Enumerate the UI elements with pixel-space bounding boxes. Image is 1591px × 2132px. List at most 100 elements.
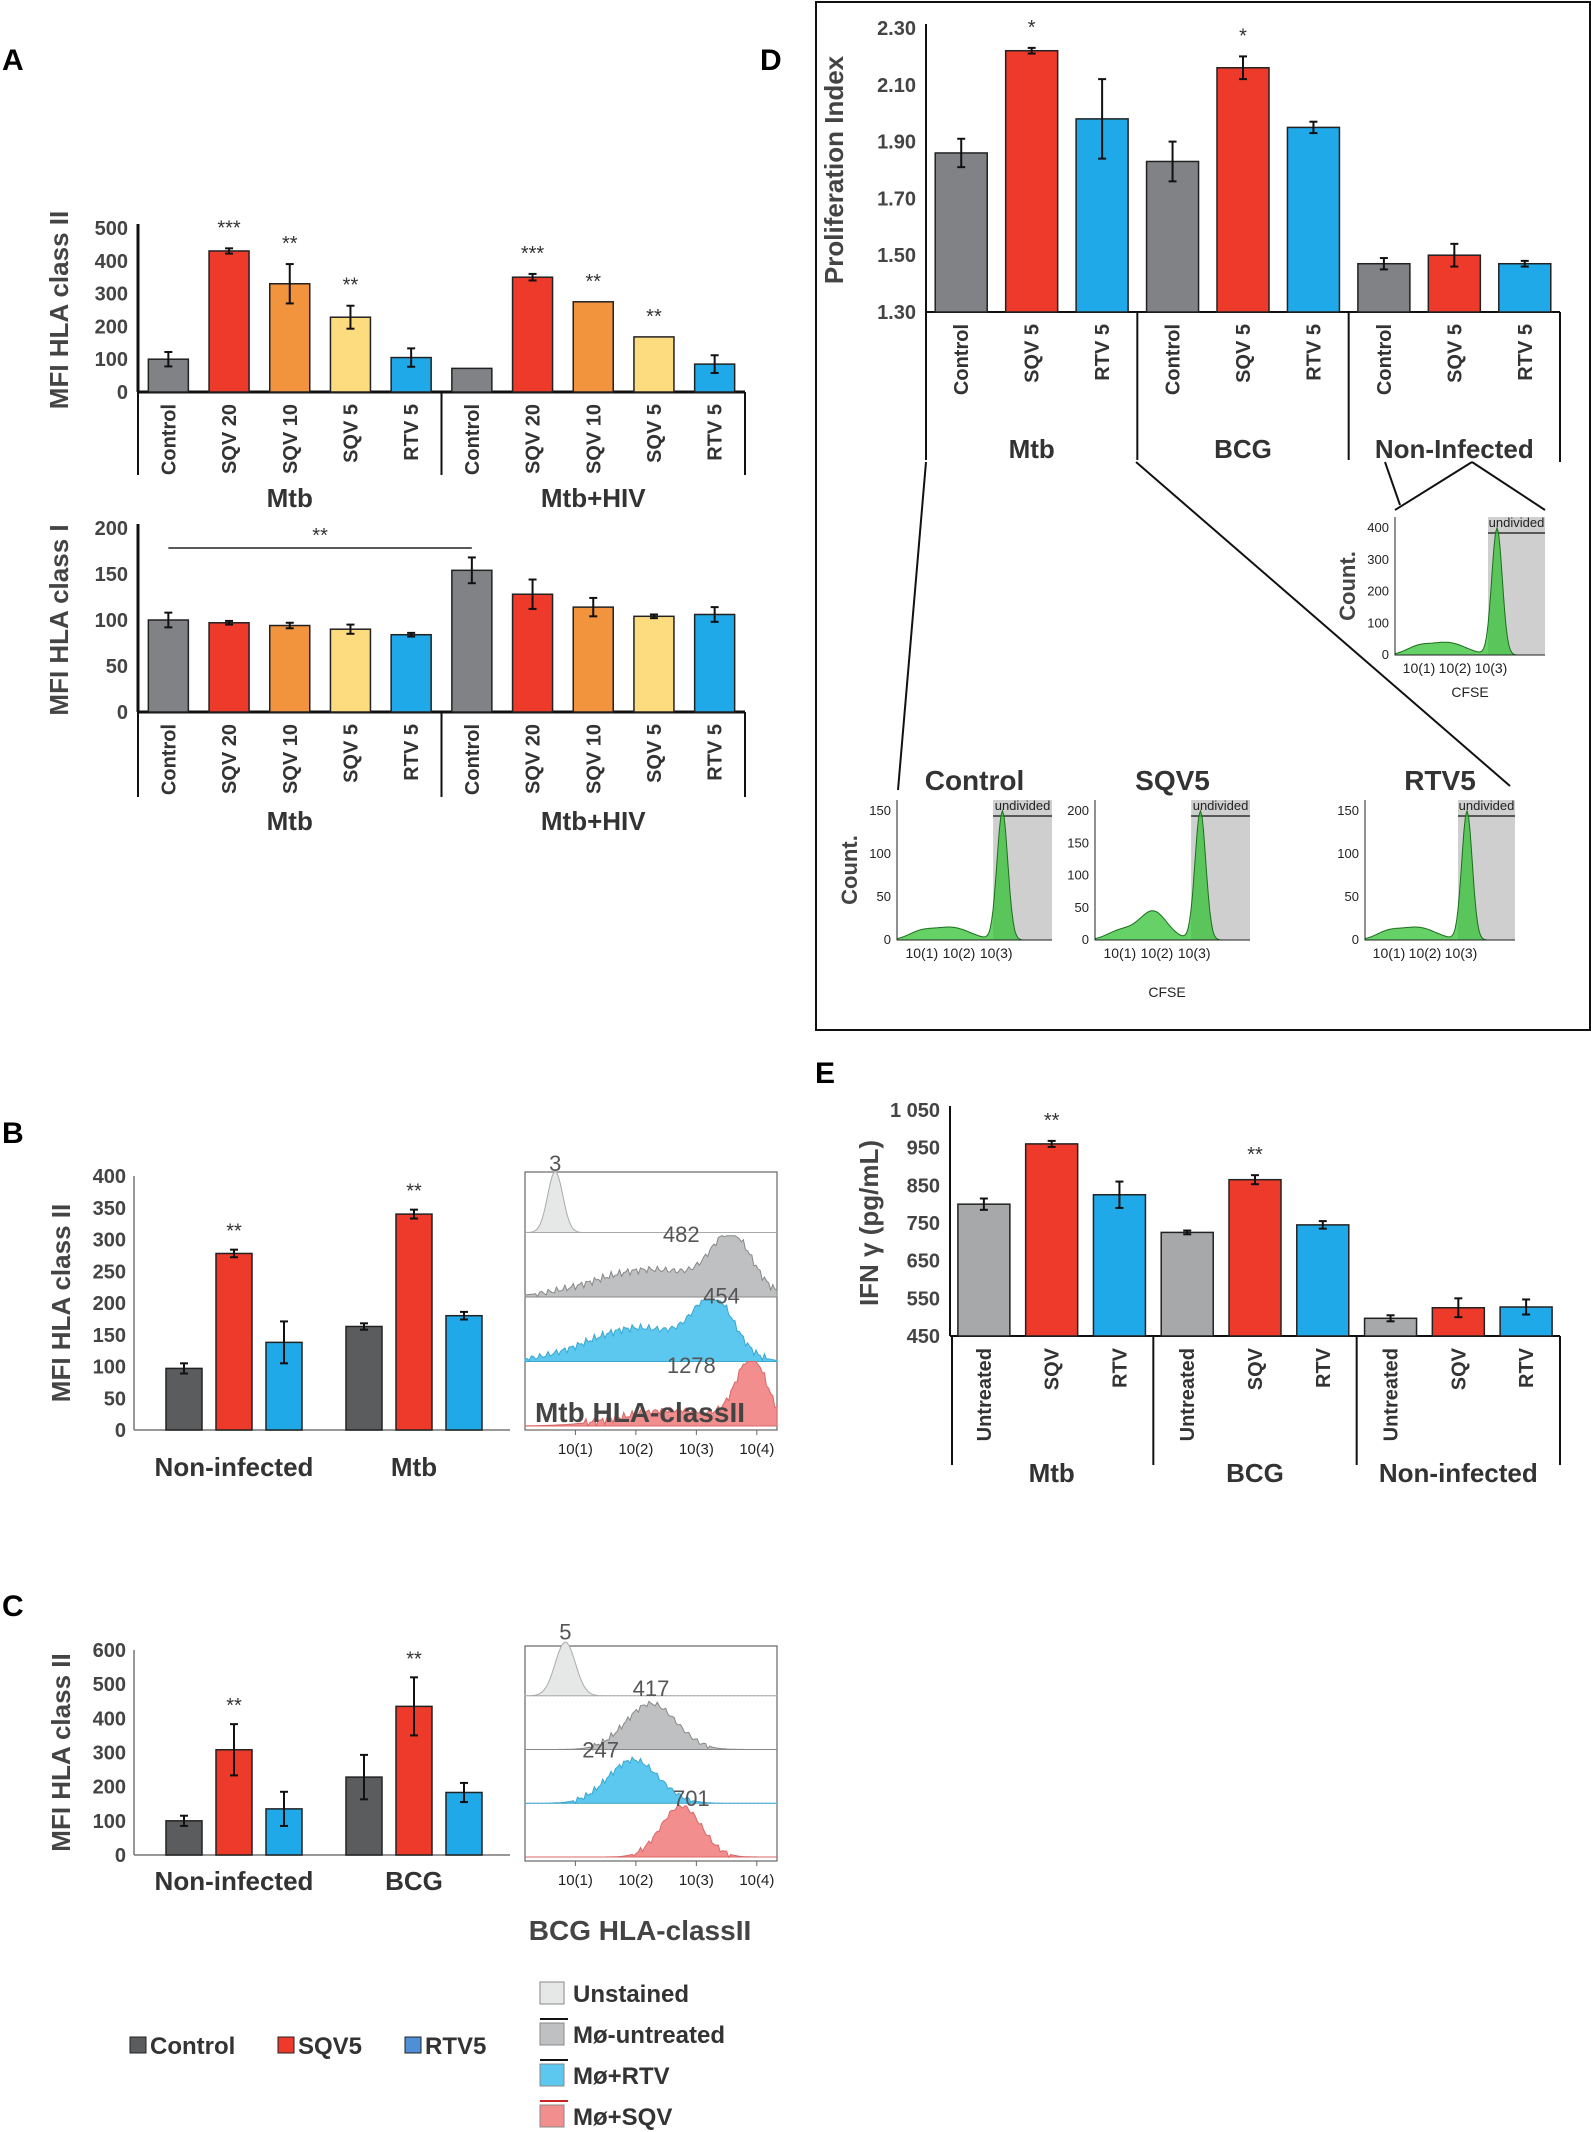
y-tick-label: 1.30 (877, 302, 916, 324)
legend-label: Control (150, 2033, 235, 2060)
group-label: Mtb+HIV (541, 483, 646, 513)
bar (633, 336, 675, 393)
category-label: SQV (1042, 1347, 1064, 1390)
legend-label: Mø-untreated (573, 2022, 725, 2049)
y-tick-label: 2.30 (877, 18, 916, 40)
x-tick-label: 10(3) (679, 1441, 714, 1458)
x-tick-label: 10(2) (1409, 945, 1442, 961)
gate-label: undivided (1489, 515, 1545, 530)
y-tick-label: 0 (117, 382, 128, 404)
y-tick-label: 50 (1345, 889, 1359, 904)
x-tick-label: 10(3) (980, 945, 1013, 961)
y-tick-label: 1.90 (877, 132, 916, 154)
connector-line (1384, 461, 1401, 506)
category-label: SQV 5 (1233, 324, 1255, 383)
category-label: SQV 20 (523, 404, 545, 474)
connector-line (1394, 461, 1473, 511)
flow-c-xlabel: BCG HLA-classII (529, 1915, 752, 1946)
legends: Control SQV5 RTV5 Unstained Mø-untreated Mø+R… (129, 1981, 725, 2131)
significance-label: ** (1247, 1144, 1263, 1166)
peak-mfi-label: 482 (663, 1222, 700, 1247)
peak-mfi-label: 454 (703, 1283, 740, 1308)
group-label: Non-infected (155, 1866, 314, 1896)
y-tick-label: 100 (869, 846, 891, 861)
bar (165, 1367, 203, 1431)
category-label: RTV 5 (705, 404, 727, 461)
category-label: SQV 5 (340, 724, 362, 783)
group-label: Mtb+HIV (541, 806, 646, 836)
chart-d: 1.30 1.50 1.70 1.90 2.10 2.30 Proliferation In… (819, 17, 1561, 791)
y-tick-label: 400 (1367, 520, 1389, 535)
category-label: SQV 20 (219, 724, 241, 794)
category-label: Control (1374, 324, 1396, 395)
bar (511, 276, 554, 393)
category-label: Untreated (1381, 1348, 1403, 1441)
y-tick-label: 300 (1367, 552, 1389, 567)
y-tick-label: 50 (877, 889, 891, 904)
y-tick-label: 100 (1067, 868, 1089, 883)
gate-label: undivided (1459, 798, 1515, 813)
bar (390, 633, 432, 713)
group-label: Mtb (1009, 434, 1055, 464)
panel-d-frame (815, 1, 1591, 1031)
bar (1286, 126, 1341, 313)
chart-e: 450 550 650 750 850 950 1 050 IFN γ (pg/mL) Untr… (854, 1100, 1561, 1488)
bar (572, 301, 614, 393)
y-tick-label: 100 (1337, 846, 1359, 861)
y-tick-label: 100 (95, 349, 128, 371)
bar (215, 1252, 253, 1431)
y-tick-label: 500 (95, 218, 128, 240)
peak-mfi-label: 5 (559, 1619, 571, 1644)
y-tick-label: 250 (93, 1261, 126, 1283)
x-tick-label: 10(2) (618, 1441, 653, 1458)
bar (451, 367, 493, 393)
bar (1004, 49, 1059, 313)
histogram-curve (524, 1756, 778, 1805)
x-tick-label: 10(3) (1445, 945, 1478, 961)
cfse-plot-title: Control (925, 765, 1025, 796)
bar (451, 569, 493, 713)
y-tick-label: 100 (1367, 615, 1389, 630)
cfse-histogram: undivided 0 100 200 300 400 10(1) 10(2) 10(3) Cou… (1335, 515, 1545, 676)
category-label: RTV 5 (1515, 324, 1537, 381)
y-tick-label: 200 (95, 518, 128, 540)
flow-histogram-b: 3 482 454 1278 10(1) 10(2) 10(3) 10(4) (524, 1151, 778, 1458)
y-tick-label: 1.50 (877, 245, 916, 267)
y-tick-label: 400 (95, 251, 128, 273)
y-tick-label: 450 (907, 1326, 940, 1348)
cfse-xlabel: CFSE (1148, 984, 1185, 1000)
category-label: SQV 5 (644, 404, 666, 463)
x-tick-label: 10(2) (1439, 660, 1472, 676)
y-axis-label: MFI HLA class II (46, 1653, 76, 1851)
histogram-curve (524, 1171, 777, 1233)
y-tick-label: 0 (1382, 647, 1389, 662)
x-tick-label: 10(1) (1373, 945, 1406, 961)
significance-label: ** (282, 233, 298, 255)
bar (633, 615, 675, 713)
legend-label: Unstained (573, 1981, 689, 2008)
y-tick-label: 550 (907, 1288, 940, 1310)
category-label: RTV 5 (705, 724, 727, 781)
connector-line (897, 461, 927, 791)
bar (269, 624, 311, 713)
y-tick-label: 200 (1367, 584, 1389, 599)
legend-swatch (539, 2104, 565, 2128)
flow-histogram-c: 5 417 247 701 10(1) 10(2) 10(3) 10(4) (524, 1619, 778, 1889)
y-tick-label: 0 (1082, 932, 1089, 947)
bar (208, 250, 250, 393)
histogram-curve (524, 1235, 778, 1298)
y-tick-label: 300 (93, 1230, 126, 1252)
bar (1296, 1224, 1350, 1337)
category-label: Control (158, 404, 180, 475)
cfse-plot-title: SQV5 (1135, 765, 1210, 796)
legend-swatch (539, 1981, 565, 2005)
legend-swatch (539, 2063, 565, 2087)
x-tick-label: 10(1) (558, 1872, 593, 1889)
x-tick-label: 10(1) (558, 1441, 593, 1458)
x-tick-label: 10(3) (1178, 945, 1211, 961)
y-tick-label: 1 050 (890, 1100, 940, 1122)
y-tick-label: 50 (106, 656, 128, 678)
bar (395, 1213, 433, 1431)
significance-label: *** (521, 243, 545, 265)
